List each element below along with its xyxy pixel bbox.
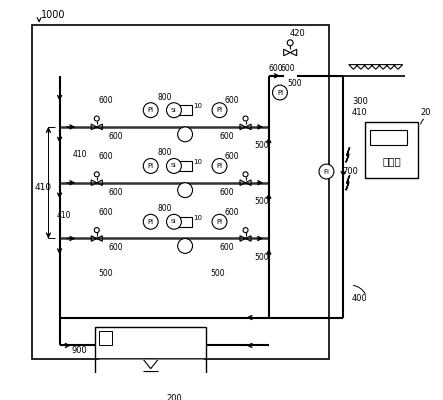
Text: 600: 600 xyxy=(99,96,113,105)
Text: 600: 600 xyxy=(269,64,284,73)
Bar xyxy=(365,122,419,178)
Circle shape xyxy=(212,214,227,229)
Text: 500: 500 xyxy=(254,141,268,150)
Circle shape xyxy=(167,158,181,174)
Circle shape xyxy=(167,103,181,118)
Text: 700: 700 xyxy=(343,167,358,176)
Polygon shape xyxy=(346,147,350,162)
Text: 410: 410 xyxy=(73,150,87,159)
Text: 500: 500 xyxy=(254,252,268,262)
Text: 600: 600 xyxy=(108,132,123,141)
Text: 600: 600 xyxy=(224,152,239,161)
Text: 800: 800 xyxy=(157,148,172,158)
Circle shape xyxy=(272,85,288,100)
Circle shape xyxy=(319,164,334,179)
Text: 200: 200 xyxy=(166,394,182,400)
Circle shape xyxy=(287,40,293,46)
Circle shape xyxy=(178,238,193,253)
Circle shape xyxy=(243,116,248,121)
Text: SI: SI xyxy=(171,108,177,113)
Text: 600: 600 xyxy=(108,243,123,252)
Text: 600: 600 xyxy=(220,243,234,252)
Polygon shape xyxy=(346,175,350,190)
Text: 600: 600 xyxy=(224,96,239,105)
Text: 800: 800 xyxy=(157,204,172,213)
Circle shape xyxy=(178,183,193,198)
Text: 1000: 1000 xyxy=(41,10,66,20)
Circle shape xyxy=(243,172,248,177)
Text: 420: 420 xyxy=(290,30,306,38)
Text: 600: 600 xyxy=(224,208,239,217)
Bar xyxy=(95,327,206,387)
Text: 400: 400 xyxy=(352,294,368,304)
Circle shape xyxy=(94,116,99,121)
Text: 600: 600 xyxy=(280,64,295,73)
Circle shape xyxy=(94,228,99,233)
Text: 10: 10 xyxy=(194,104,202,110)
Text: PI: PI xyxy=(148,163,154,169)
Text: 600: 600 xyxy=(220,132,234,141)
Text: 500: 500 xyxy=(288,79,302,88)
Text: 10: 10 xyxy=(194,159,202,165)
Text: 10: 10 xyxy=(194,215,202,221)
Text: 500: 500 xyxy=(210,269,225,278)
Bar xyxy=(178,105,192,115)
Text: PI: PI xyxy=(217,163,222,169)
Circle shape xyxy=(212,103,227,118)
Circle shape xyxy=(94,172,99,177)
Text: PI: PI xyxy=(148,107,154,113)
Text: 600: 600 xyxy=(99,152,113,161)
Text: 600: 600 xyxy=(108,188,123,196)
Text: 500: 500 xyxy=(99,269,113,278)
Text: PI: PI xyxy=(217,107,222,113)
Text: PI: PI xyxy=(148,219,154,225)
Circle shape xyxy=(167,214,181,229)
Text: 500: 500 xyxy=(254,197,268,206)
Circle shape xyxy=(143,214,158,229)
Bar xyxy=(178,161,192,171)
Text: 900: 900 xyxy=(72,346,87,354)
Text: 410: 410 xyxy=(352,108,368,118)
Circle shape xyxy=(178,127,193,142)
Text: 300: 300 xyxy=(352,97,368,106)
Circle shape xyxy=(143,103,158,118)
Text: FI: FI xyxy=(323,168,330,174)
Text: SI: SI xyxy=(171,164,177,168)
Text: 410: 410 xyxy=(34,183,51,192)
Circle shape xyxy=(212,158,227,174)
Text: SI: SI xyxy=(171,219,177,224)
Text: 600: 600 xyxy=(99,208,113,217)
Text: 600: 600 xyxy=(220,188,234,196)
Text: PI: PI xyxy=(217,219,222,225)
Bar xyxy=(32,25,329,359)
Text: 800: 800 xyxy=(157,93,172,102)
Text: 410: 410 xyxy=(57,211,71,220)
Bar xyxy=(99,330,112,346)
Text: PI: PI xyxy=(277,90,283,96)
Text: 控制部: 控制部 xyxy=(382,156,401,166)
Text: 20: 20 xyxy=(421,108,431,118)
Circle shape xyxy=(143,158,158,174)
Bar xyxy=(370,130,407,144)
Bar xyxy=(178,217,192,227)
Circle shape xyxy=(243,228,248,233)
